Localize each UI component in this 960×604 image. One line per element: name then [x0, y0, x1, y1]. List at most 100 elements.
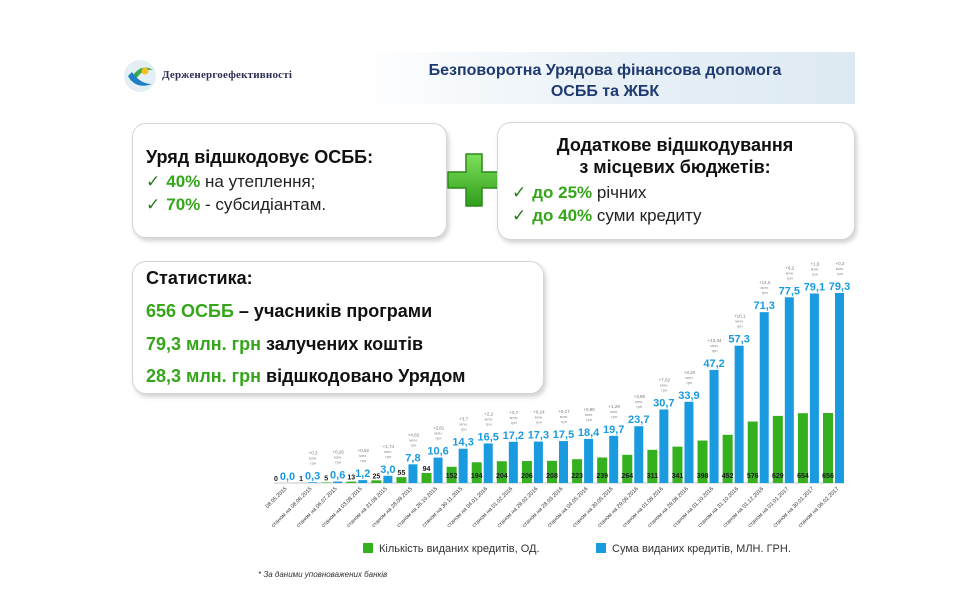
increment-unit-line1: млн. — [434, 431, 442, 436]
count-data-label: 55 — [398, 470, 406, 477]
sum-bar — [759, 312, 769, 483]
increment-unit-line2: грн — [787, 275, 793, 280]
sum-bar — [684, 401, 694, 483]
sum-bar — [559, 441, 568, 483]
count-data-label: 311 — [647, 473, 658, 480]
legend-count-swatch — [363, 543, 373, 553]
page-title: Безповоротна Урядова фінансова допомога … — [355, 60, 855, 102]
government-item-insulation: ✓ 40% на утеплення; — [146, 172, 315, 192]
increment-label: +7,02 — [659, 377, 671, 382]
local-item-percent: до 40% — [532, 206, 593, 225]
sum-data-label: 0,0 — [280, 471, 295, 483]
increment-label: +0,2 — [836, 261, 845, 266]
page-title-line2: ОСББ та ЖБК — [550, 83, 660, 100]
sum-data-label: 30,7 — [653, 397, 674, 409]
sum-data-label: 19,7 — [603, 424, 624, 436]
local-box-title-line1: Додаткове відшкодування — [556, 135, 794, 155]
increment-unit-line1: млн. — [761, 285, 769, 290]
count-bar — [722, 434, 733, 483]
count-data-label: 629 — [772, 473, 784, 480]
count-data-label: 13 — [347, 475, 355, 482]
increment-label: +1,74 — [383, 444, 395, 449]
count-bar — [471, 462, 482, 483]
increment-unit-line1: млн. — [710, 343, 718, 348]
government-box-title: Уряд відшкодовує ОСББ: — [146, 147, 374, 167]
legend-sum-label: Сума виданих кредитів, МЛН. ГРН. — [612, 543, 791, 555]
increment-unit-line1: млн. — [811, 266, 819, 271]
increment-unit-line1: млн. — [685, 375, 693, 380]
stat-government-compensation: 28,3 млн. грн відшкодовано Урядом — [146, 366, 465, 387]
increment-label: +3,7 — [459, 417, 468, 422]
government-compensation-box — [132, 123, 447, 238]
count-bar — [772, 415, 783, 483]
count-bar — [521, 461, 532, 483]
local-budget-box — [497, 122, 855, 240]
sum-bar — [835, 293, 844, 483]
check-icon: ✓ — [512, 183, 527, 202]
count-data-label: 656 — [822, 473, 834, 480]
plus-icon — [444, 150, 504, 210]
increment-unit-line2: грн — [436, 436, 442, 441]
sum-data-label: 71,3 — [754, 300, 775, 312]
sum-bar — [734, 345, 744, 483]
government-item-text: - субсидіантам. — [200, 195, 327, 214]
increment-unit-line1: млн. — [836, 266, 844, 271]
increment-unit-line2: грн — [360, 458, 366, 463]
increment-unit-line1: млн. — [334, 455, 342, 460]
count-bar — [547, 460, 557, 483]
increment-label: +2,81 — [433, 426, 445, 431]
sum-data-label: 33,9 — [678, 390, 699, 402]
check-icon: ✓ — [146, 195, 161, 214]
increment-unit-line1: млн. — [560, 414, 568, 419]
increment-unit-line2: грн — [310, 460, 316, 465]
sum-bar — [784, 297, 794, 483]
count-bar — [421, 472, 432, 483]
sum-bar — [508, 441, 518, 483]
increment-unit-line2: грн — [586, 417, 592, 422]
count-data-label: 5 — [324, 475, 328, 482]
count-data-label: 452 — [722, 473, 734, 480]
increment-unit-line2: грн — [335, 460, 341, 465]
count-bar — [572, 459, 583, 483]
increment-unit-line1: млн. — [635, 399, 643, 404]
increment-unit-line1: млн. — [485, 416, 493, 421]
increment-unit-line1: млн. — [610, 409, 618, 414]
sum-data-label: 3,0 — [380, 464, 395, 476]
x-tick-label: 08.05.2015 — [265, 486, 289, 510]
increment-label: +0,95 — [583, 407, 595, 412]
sum-bar — [809, 293, 819, 483]
increment-label: +3,96 — [634, 394, 646, 399]
count-bar — [823, 413, 833, 483]
government-item-percent: 40% — [166, 172, 201, 191]
increment-label: +13,34 — [708, 338, 722, 343]
increment-unit-line2: грн — [511, 420, 517, 425]
local-box-title-line2: з місцевих бюджетів: — [579, 157, 771, 177]
increment-unit-line1: млн. — [384, 449, 392, 454]
check-icon: ✓ — [512, 206, 527, 225]
increment-unit-line2: грн — [385, 454, 391, 459]
sum-data-label: 17,5 — [553, 429, 574, 441]
page-title-line1: Безповоротна Урядова фінансова допомога — [428, 62, 782, 79]
increment-label: +3,20 — [684, 370, 696, 375]
sum-data-label: 16,5 — [478, 431, 499, 443]
count-data-label: 204 — [496, 473, 508, 480]
increment-label: +0,17 — [558, 409, 570, 414]
sum-bar — [333, 481, 343, 483]
increment-unit-line1: млн. — [786, 270, 794, 275]
sum-bar — [383, 475, 393, 483]
stat-text: – учасників програми — [233, 301, 433, 321]
sum-data-label: 0,6 — [330, 470, 345, 482]
increment-unit-line1: млн. — [510, 415, 518, 420]
sum-bar — [308, 482, 318, 483]
count-bar — [622, 454, 633, 483]
count-data-label: 0 — [274, 476, 278, 483]
stat-value: 79,3 млн. грн — [146, 334, 262, 354]
count-data-label: 194 — [471, 473, 483, 480]
increment-unit-line2: грн — [636, 404, 642, 409]
count-bar — [446, 466, 457, 483]
increment-label: +0,14 — [533, 410, 545, 415]
count-data-label: 239 — [596, 473, 608, 480]
count-data-label: 264 — [621, 473, 633, 480]
increment-unit-line2: грн — [661, 387, 667, 392]
footnote: * За даними уповноважених банків — [258, 570, 388, 579]
